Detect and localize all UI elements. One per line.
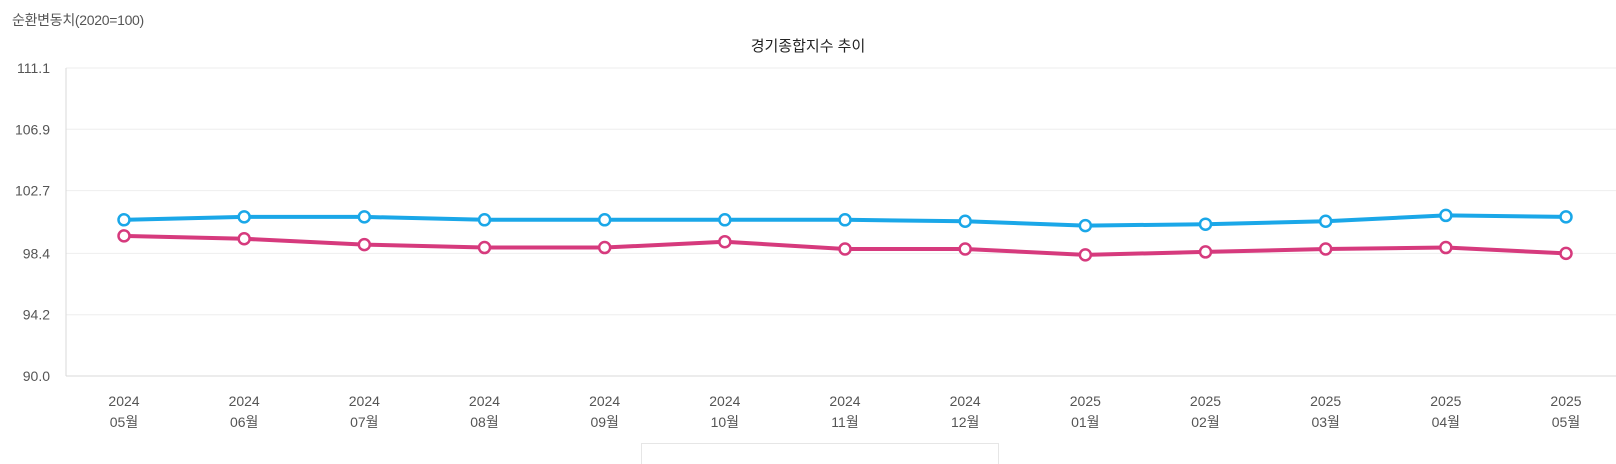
- x-tick-year: 2025: [1190, 393, 1221, 409]
- data-point[interactable]: [718, 234, 732, 249]
- legend-container: [641, 443, 999, 464]
- y-tick-label: 98.4: [23, 245, 50, 261]
- data-point[interactable]: [237, 232, 251, 246]
- x-tick-month: 05월: [1552, 414, 1580, 430]
- x-tick-year: 2025: [1550, 393, 1581, 409]
- x-tick-year: 2024: [829, 393, 860, 409]
- x-tick-year: 2025: [1310, 393, 1341, 409]
- data-point[interactable]: [958, 242, 972, 256]
- x-tick-month: 11월: [831, 414, 858, 430]
- chart-title: 경기종합지수 추이: [750, 38, 866, 55]
- data-point[interactable]: [597, 213, 612, 227]
- data-point[interactable]: [1318, 242, 1333, 256]
- data-point[interactable]: [1078, 218, 1093, 233]
- data-point[interactable]: [117, 229, 131, 243]
- data-point[interactable]: [1559, 210, 1573, 224]
- data-point[interactable]: [1439, 240, 1453, 255]
- data-point[interactable]: [838, 242, 852, 256]
- y-tick-label: 90.0: [23, 368, 50, 384]
- x-tick-month: 04월: [1432, 414, 1460, 430]
- y-tick-label: 102.7: [15, 183, 50, 199]
- y-axis: 90.0 94.2 98.4 102.7 106.9 111.1: [15, 60, 67, 384]
- x-tick-month: 05월: [110, 414, 138, 430]
- data-point[interactable]: [838, 213, 852, 227]
- x-tick-year: 2024: [589, 393, 620, 409]
- data-point[interactable]: [1318, 214, 1333, 229]
- x-tick-month: 02월: [1191, 414, 1219, 430]
- data-point[interactable]: [477, 213, 492, 227]
- y-axis-unit-label: 순환변동치(2020=100): [12, 12, 144, 28]
- data-point[interactable]: [357, 210, 372, 224]
- data-point[interactable]: [1439, 208, 1453, 223]
- x-tick-year: 2024: [349, 393, 380, 409]
- data-point[interactable]: [718, 213, 732, 227]
- x-tick-year: 2024: [108, 393, 139, 409]
- x-tick-month: 10월: [711, 414, 739, 430]
- data-point[interactable]: [477, 240, 492, 255]
- data-point[interactable]: [237, 210, 251, 224]
- data-point[interactable]: [958, 214, 972, 229]
- data-point[interactable]: [1559, 246, 1573, 261]
- x-tick-month: 09월: [590, 414, 618, 430]
- x-tick-year: 2025: [1070, 393, 1101, 409]
- x-tick-year: 2025: [1430, 393, 1461, 409]
- x-tick-year: 2024: [229, 393, 260, 409]
- data-point[interactable]: [597, 240, 612, 255]
- x-tick-year: 2024: [950, 393, 981, 409]
- x-tick-year: 2024: [709, 393, 740, 409]
- x-tick-month: 06월: [230, 414, 258, 430]
- x-tick-month: 01월: [1071, 414, 1099, 430]
- x-tick-month: 07월: [350, 414, 378, 430]
- y-tick-label: 111.1: [17, 60, 50, 76]
- x-tick-month: 08월: [470, 414, 498, 430]
- line-chart: 90.0 94.2 98.4 102.7 106.9 111.1 2024 05월 2024 0…: [15, 60, 1616, 430]
- data-point[interactable]: [1198, 245, 1213, 259]
- x-axis: 2024 05월 2024 06월 2024 07월 2024 08월 2024 09월 2024 1…: [108, 393, 1581, 430]
- data-point[interactable]: [117, 213, 131, 227]
- data-point[interactable]: [357, 237, 372, 252]
- y-tick-label: 94.2: [23, 307, 50, 323]
- x-tick-month: 03월: [1311, 414, 1339, 430]
- x-tick-month: 12월: [951, 414, 979, 430]
- series-1: [117, 208, 1573, 233]
- series-group: [117, 208, 1573, 262]
- data-point[interactable]: [1078, 248, 1093, 262]
- y-tick-label: 106.9: [15, 121, 50, 137]
- data-point[interactable]: [1198, 217, 1213, 231]
- x-tick-year: 2024: [469, 393, 500, 409]
- grid-lines: [66, 67, 1616, 377]
- series-2: [117, 229, 1573, 262]
